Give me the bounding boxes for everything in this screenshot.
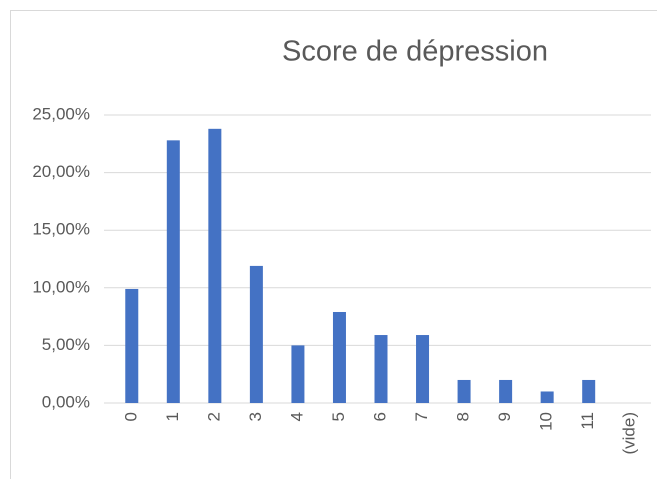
chart-title: Score de dépression bbox=[282, 36, 548, 68]
x-tick-label: 2 bbox=[204, 412, 223, 421]
y-tick-label: 5,00% bbox=[42, 335, 90, 354]
x-tick-label: 8 bbox=[454, 412, 473, 421]
x-tick-label: 7 bbox=[412, 412, 431, 421]
y-tick-label: 10,00% bbox=[32, 277, 90, 296]
y-tick-label: 15,00% bbox=[32, 220, 90, 239]
bar bbox=[540, 391, 554, 403]
x-tick-label: 4 bbox=[287, 412, 306, 421]
y-tick-label: 25,00% bbox=[32, 104, 90, 123]
bar bbox=[457, 379, 471, 403]
x-tick-label: 11 bbox=[578, 412, 597, 430]
bar bbox=[249, 265, 263, 403]
bar bbox=[374, 335, 388, 403]
chart-border bbox=[10, 10, 657, 479]
bar bbox=[332, 311, 346, 403]
bar bbox=[125, 288, 139, 403]
x-tick-label: 5 bbox=[329, 412, 348, 421]
y-tick-label: 0,00% bbox=[42, 392, 90, 411]
x-tick-label: 10 bbox=[537, 412, 556, 431]
bar bbox=[416, 335, 430, 403]
bar bbox=[291, 345, 305, 403]
x-tick-label: 9 bbox=[495, 412, 514, 421]
bar bbox=[499, 379, 513, 403]
bar bbox=[582, 379, 596, 403]
x-tick-label: 6 bbox=[370, 412, 389, 421]
x-tick-label: 1 bbox=[163, 412, 182, 421]
bar bbox=[166, 140, 180, 403]
x-tick-label: 3 bbox=[246, 412, 265, 421]
bar bbox=[208, 128, 222, 403]
x-tick-label: (vide) bbox=[620, 412, 639, 455]
y-tick-label: 20,00% bbox=[32, 162, 90, 181]
x-tick-label: 0 bbox=[121, 412, 140, 421]
